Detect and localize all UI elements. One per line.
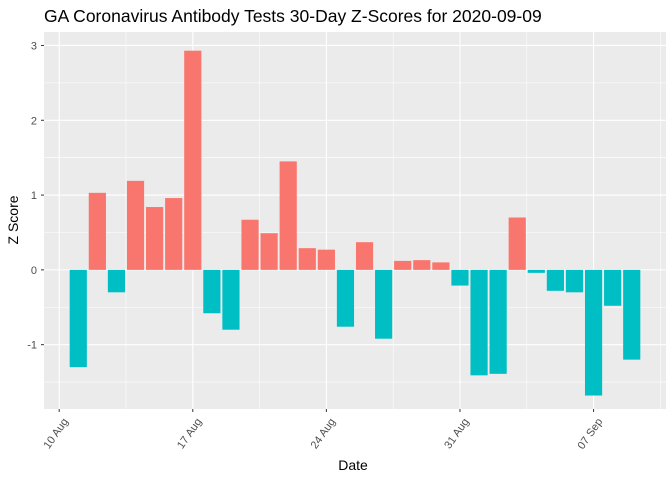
chart-title: GA Coronavirus Antibody Tests 30-Day Z-S…	[44, 6, 542, 26]
bar	[107, 269, 126, 293]
bar	[336, 269, 355, 327]
bar	[508, 217, 526, 270]
bar	[260, 233, 278, 270]
bar	[489, 269, 507, 374]
bar	[317, 249, 335, 270]
bar	[604, 269, 622, 306]
bar	[394, 260, 412, 270]
bar	[470, 269, 488, 376]
bar	[355, 242, 374, 270]
bar	[527, 269, 545, 273]
bar	[165, 198, 183, 270]
bar	[565, 269, 584, 293]
bar	[88, 192, 106, 270]
bar	[375, 269, 393, 339]
bar	[203, 269, 221, 314]
bar	[623, 269, 641, 360]
bars	[69, 50, 641, 396]
y-tick-label: 1	[31, 190, 37, 202]
bar	[584, 269, 603, 396]
bar	[546, 269, 564, 291]
bar	[126, 180, 145, 270]
x-axis-title: Date	[338, 457, 368, 473]
x-tick-label: 07 Sep	[575, 416, 605, 451]
minor-gridlines	[44, 32, 666, 409]
x-tick-label: 24 Aug	[309, 416, 338, 451]
y-tick-label: 3	[31, 40, 37, 52]
bar	[451, 269, 469, 286]
bar	[413, 260, 431, 270]
bar	[241, 219, 259, 270]
x-tick-label: 17 Aug	[175, 416, 204, 451]
y-axis-title: Z Score	[5, 195, 21, 244]
bar	[432, 262, 450, 270]
x-tick-label: 10 Aug	[41, 416, 70, 451]
y-tick-label: 0	[31, 265, 37, 277]
bar	[222, 269, 240, 330]
bar	[146, 207, 164, 270]
bar	[184, 50, 202, 270]
x-axis: 10 Aug 17 Aug 24 Aug 31 Aug 07 Sep	[41, 409, 605, 452]
y-tick-label: 2	[31, 115, 37, 127]
x-tick-label: 31 Aug	[442, 416, 471, 451]
bar	[279, 161, 297, 270]
y-tick-label: -1	[27, 340, 37, 352]
bar	[298, 248, 316, 270]
y-axis: -1 0 1 2 3	[27, 40, 44, 352]
bar	[69, 269, 87, 368]
